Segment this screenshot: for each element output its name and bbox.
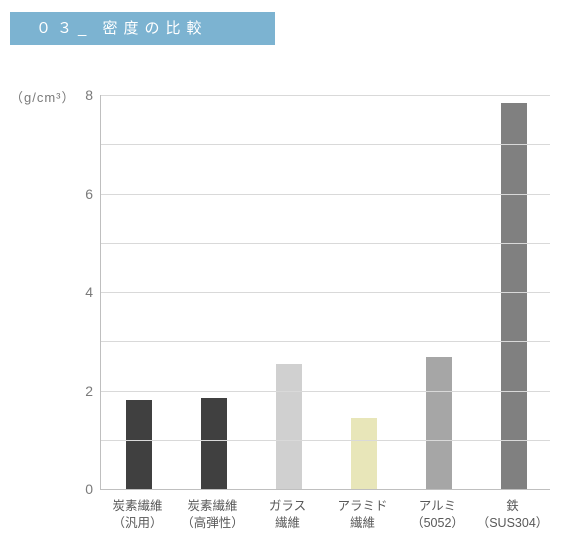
y-tick-label: 0	[85, 481, 101, 497]
bar	[501, 103, 527, 489]
y-tick-label: 8	[85, 87, 101, 103]
bar	[201, 398, 227, 489]
plot-area: 02468	[100, 95, 550, 490]
density-bar-chart: 02468 炭素繊維 （汎用）炭素繊維 （高弾性）ガラス 繊維アラミド 繊維アル…	[100, 95, 550, 490]
bar	[276, 364, 302, 489]
gridline-minor	[101, 144, 550, 145]
y-axis-unit-label: （g/cm³）	[10, 87, 76, 106]
bar	[426, 357, 452, 489]
gridline-minor	[101, 440, 550, 441]
gridline-minor	[101, 341, 550, 342]
x-axis-label: ガラス 繊維	[250, 498, 325, 532]
x-axis-label: アラミド 繊維	[325, 498, 400, 532]
section-header: ０３_ 密度の比較	[10, 12, 275, 45]
bar	[351, 418, 377, 489]
gridline-major	[101, 194, 550, 195]
x-axis-label: アルミ （5052）	[400, 498, 475, 532]
gridline-major	[101, 391, 550, 392]
x-axis-label: 炭素繊維 （高弾性）	[175, 498, 250, 532]
bar	[126, 400, 152, 489]
gridline-minor	[101, 243, 550, 244]
gridline-major	[101, 95, 550, 96]
y-tick-label: 6	[85, 186, 101, 202]
y-tick-label: 4	[85, 284, 101, 300]
y-tick-label: 2	[85, 383, 101, 399]
x-axis-label: 鉄 （SUS304）	[475, 498, 550, 532]
gridline-major	[101, 292, 550, 293]
x-axis-label: 炭素繊維 （汎用）	[100, 498, 175, 532]
